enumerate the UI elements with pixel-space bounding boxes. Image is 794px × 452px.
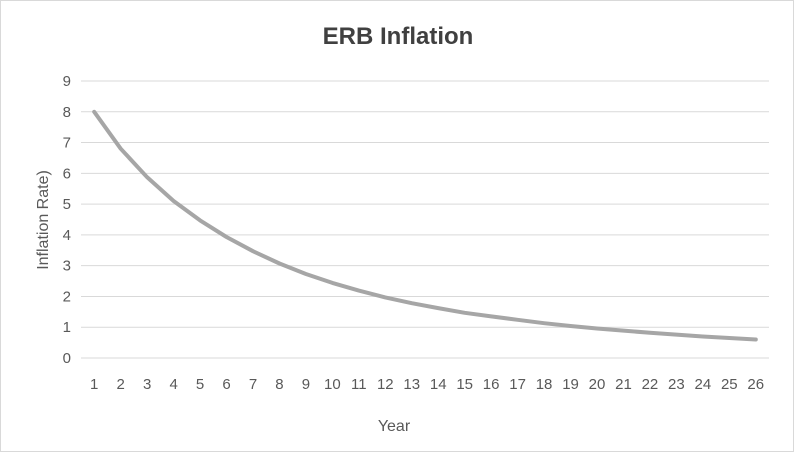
x-tick-label: 12 — [377, 376, 394, 393]
x-tick-label: 4 — [169, 376, 177, 393]
x-tick-label: 16 — [483, 376, 500, 393]
y-tick-label: 6 — [63, 165, 71, 182]
x-axis-tick-labels: 1 2 3 4 5 6 7 8 9 10 11 12 13 14 15 16 17 18 19 20 21 22 23 24 2… — [90, 376, 764, 393]
x-tick-label: 13 — [403, 376, 420, 393]
y-tick-label: 2 — [63, 288, 71, 305]
x-tick-label: 8 — [275, 376, 283, 393]
x-tick-label: 2 — [117, 376, 125, 393]
x-tick-label: 11 — [351, 376, 367, 393]
x-tick-label: 26 — [747, 376, 764, 393]
y-tick-label: 8 — [63, 104, 71, 121]
y-tick-label: 7 — [63, 135, 71, 152]
x-tick-label: 21 — [615, 376, 632, 393]
x-tick-label: 18 — [536, 376, 553, 393]
x-tick-label: 20 — [589, 376, 606, 393]
x-tick-label: 15 — [456, 376, 473, 393]
x-tick-label: 23 — [668, 376, 685, 393]
x-tick-label: 25 — [721, 376, 738, 393]
y-tick-label: 9 — [63, 73, 71, 90]
x-tick-label: 24 — [695, 376, 712, 393]
series-line-0 — [92, 109, 758, 342]
y-tick-label: 4 — [63, 227, 71, 244]
x-tick-label: 1 — [90, 376, 98, 393]
y-tick-label: 0 — [63, 350, 71, 367]
y-axis-tick-labels: 0 1 2 3 4 5 6 7 8 9 — [63, 73, 71, 367]
gridlines — [81, 80, 769, 359]
x-tick-label: 19 — [562, 376, 579, 393]
x-tick-label: 9 — [302, 376, 310, 393]
y-tick-label: 1 — [63, 319, 71, 336]
chart-title: ERB Inflation — [323, 23, 474, 50]
y-axis-title: Inflation Rate) — [35, 170, 52, 270]
x-tick-label: 7 — [249, 376, 257, 393]
x-tick-label: 14 — [430, 376, 447, 393]
y-tick-label: 5 — [63, 196, 71, 213]
series-group — [92, 109, 758, 342]
x-tick-label: 17 — [509, 376, 526, 393]
x-tick-label: 10 — [324, 376, 341, 393]
y-tick-label: 3 — [63, 258, 71, 275]
x-tick-label: 22 — [642, 376, 659, 393]
x-tick-label: 3 — [143, 376, 151, 393]
x-axis-title: Year — [378, 418, 411, 435]
x-tick-label: 6 — [222, 376, 230, 393]
x-tick-label: 5 — [196, 376, 204, 393]
